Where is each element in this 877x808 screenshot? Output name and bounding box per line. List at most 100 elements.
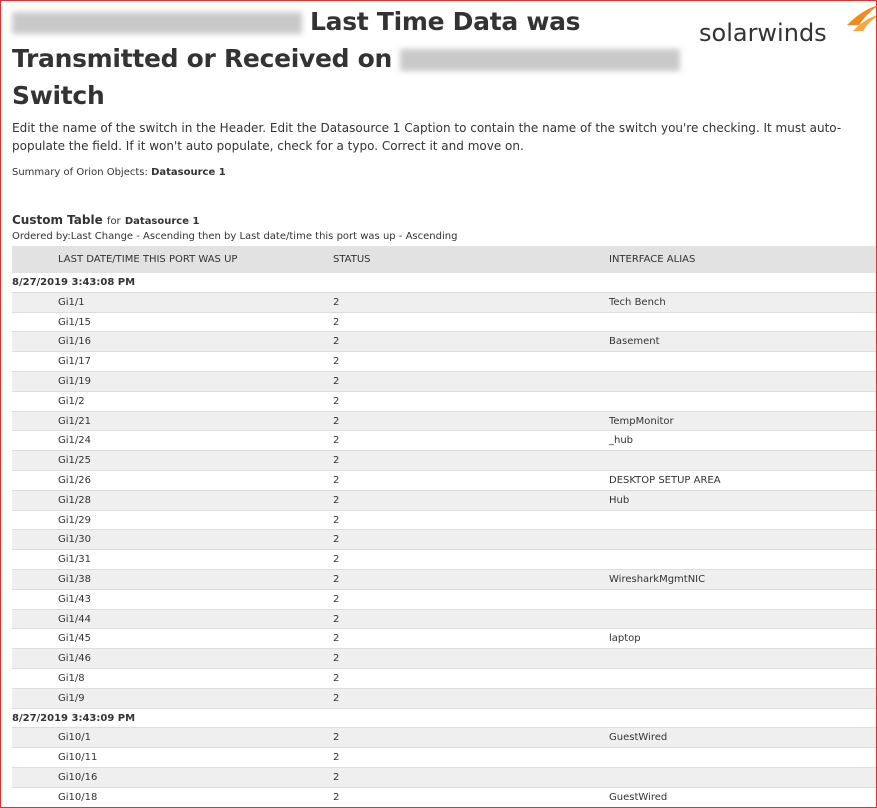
summary-value: Datasource 1 [151, 167, 226, 178]
port-cell: Gi1/24 [58, 435, 91, 447]
title-line: Switch [12, 81, 105, 110]
table-row: Gi1/2 2 [12, 392, 876, 412]
title-text: Switch [12, 81, 105, 110]
table-title-source: Datasource 1 [124, 216, 200, 227]
title-text: Transmitted or Received on [12, 44, 393, 73]
title-line: Transmitted or Received on [12, 44, 688, 73]
port-cell: Gi1/46 [58, 653, 91, 665]
port-cell: Gi1/19 [58, 375, 91, 387]
status-cell: 2 [333, 771, 340, 783]
port-cell: Gi1/17 [58, 356, 91, 368]
table-order: Ordered by:Last Change - Ascending then … [12, 231, 458, 242]
table-row: Gi10/18 2 GuestWired [12, 788, 876, 807]
port-cell: Gi1/28 [58, 494, 91, 506]
port-cell: Gi1/45 [58, 633, 91, 645]
description: Edit the name of the switch in the Heade… [12, 121, 842, 153]
table-row: Gi1/19 2 [12, 371, 876, 392]
status-cell: 2 [333, 435, 340, 447]
table-row: Gi1/46 2 [12, 649, 876, 669]
alias-cell: Basement [609, 336, 660, 348]
port-cell: Gi1/9 [58, 692, 85, 704]
table-row: Gi1/45 2 laptop [12, 629, 876, 650]
status-cell: 2 [333, 296, 340, 308]
group-label: 8/27/2019 3:43:08 PM [12, 277, 136, 288]
port-cell: Gi1/30 [58, 534, 91, 546]
table-row: Gi1/21 2 TempMonitor [12, 411, 876, 432]
port-cell: Gi1/26 [58, 474, 91, 486]
group-label: 8/27/2019 3:43:09 PM [12, 712, 136, 724]
group-row: 8/27/2019 3:43:09 PM [12, 709, 876, 729]
alias-cell: DESKTOP SETUP AREA [609, 474, 721, 486]
table-row: Gi1/1 2 Tech Bench [12, 292, 876, 313]
port-cell: Gi1/44 [58, 613, 91, 625]
status-cell: 2 [333, 455, 340, 467]
port-cell: Gi1/2 [58, 395, 85, 407]
port-cell: Gi1/21 [58, 415, 91, 427]
table-row: Gi1/28 2 Hub [12, 490, 876, 511]
status-cell: 2 [333, 415, 340, 427]
alias-cell: Tech Bench [609, 296, 666, 308]
port-cell: Gi1/15 [58, 316, 91, 328]
status-cell: 2 [333, 554, 340, 566]
port-cell: Gi1/8 [58, 672, 85, 684]
status-cell: 2 [333, 336, 340, 348]
status-cell: 2 [333, 316, 340, 328]
table-row: Gi1/8 2 [12, 669, 876, 689]
table-row: Gi1/44 2 [12, 609, 876, 630]
alias-cell: laptop [609, 633, 641, 645]
table-row: Gi10/16 2 [12, 767, 876, 788]
port-cell: Gi10/16 [58, 771, 98, 783]
port-cell: Gi1/43 [58, 593, 91, 605]
alias-cell: GuestWired [609, 732, 668, 744]
logo: solarwinds [699, 5, 876, 47]
status-cell: 2 [333, 791, 340, 803]
alias-cell: Hub [609, 494, 630, 506]
table-row: Gi1/16 2 Basement [12, 332, 876, 353]
table-row: Gi1/31 2 [12, 550, 876, 570]
status-cell: 2 [333, 375, 340, 387]
port-cell: Gi1/25 [58, 455, 91, 467]
status-cell: 2 [333, 692, 340, 704]
port-cell: Gi1/29 [58, 514, 91, 526]
column-header: INTERFACE ALIAS [609, 254, 696, 265]
alias-cell: _hub [609, 435, 634, 447]
table-title-text: Custom Table [12, 213, 103, 227]
alias-cell: WiresharkMgmtNIC [609, 573, 706, 585]
logo-icon [847, 5, 876, 31]
status-cell: 2 [333, 732, 340, 744]
port-cell: Gi10/18 [58, 791, 98, 803]
table-title: Custom Table for Datasource 1 [12, 213, 199, 227]
table-row: Gi1/43 2 [12, 590, 876, 610]
status-cell: 2 [333, 593, 340, 605]
table-row: Gi1/25 2 [12, 451, 876, 471]
table-row: Gi1/26 2 DESKTOP SETUP AREA [12, 471, 876, 491]
title-text: Last Time Data was [310, 7, 581, 36]
status-cell: 2 [333, 573, 340, 585]
status-cell: 2 [333, 613, 340, 625]
status-cell: 2 [333, 395, 340, 407]
port-cell: Gi1/31 [58, 554, 91, 566]
status-cell: 2 [333, 474, 340, 486]
logo-text: solarwinds [699, 19, 827, 47]
table-row: Gi1/9 2 [12, 688, 876, 709]
table-row: Gi10/1 2 GuestWired [12, 728, 876, 749]
port-cell: Gi10/1 [58, 732, 91, 744]
data-table: LAST DATE/TIME THIS PORT WAS UP STATUS INT… [12, 246, 876, 807]
table-row: Gi1/17 2 [12, 352, 876, 372]
status-cell: 2 [333, 752, 340, 764]
table-title-for: for [106, 216, 121, 227]
column-header: STATUS [333, 254, 371, 265]
group-row: 8/27/2019 3:43:08 PM [12, 273, 876, 293]
table-row: Gi1/24 2 _hub [12, 431, 876, 452]
status-cell: 2 [333, 672, 340, 684]
status-cell: 2 [333, 494, 340, 506]
table-header: LAST DATE/TIME THIS PORT WAS UP STATUS INT… [12, 246, 876, 273]
table-row: Gi1/15 2 [12, 313, 876, 333]
status-cell: 2 [333, 534, 340, 546]
port-cell: Gi10/11 [58, 752, 98, 764]
summary: Summary of Orion Objects: Datasource 1 [12, 167, 226, 178]
alias-cell: GuestWired [609, 791, 668, 803]
table-row: Gi10/11 2 [12, 748, 876, 768]
status-cell: 2 [333, 356, 340, 368]
